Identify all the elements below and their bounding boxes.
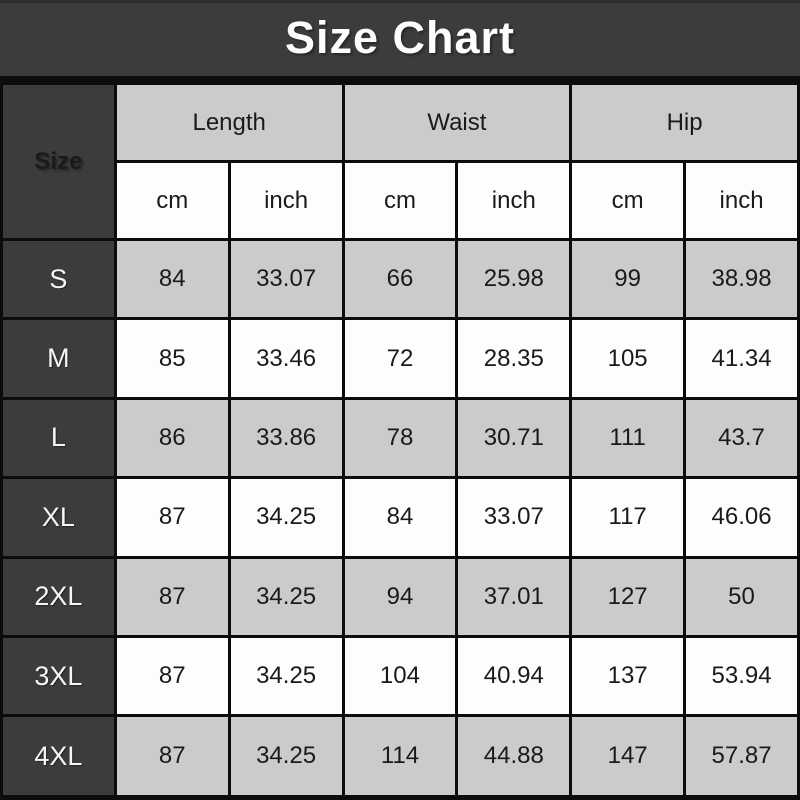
value-cell: 25.98 [455, 237, 573, 321]
unit-header-length-inch: inch [227, 160, 345, 241]
size-label: M [0, 317, 117, 400]
value-cell: 37.01 [455, 555, 573, 638]
value-cell: 46.06 [683, 476, 800, 559]
value-cell: 28.35 [455, 317, 573, 400]
size-table-body: S 84 33.07 66 25.98 99 38.98 M 85 33.46 72 28.35 105… [0, 237, 800, 799]
size-column-header: Size [0, 82, 117, 241]
value-cell: 34.25 [227, 476, 345, 559]
value-cell: 84 [113, 237, 231, 321]
unit-header-row: cm inch cm inch cm inch [2, 160, 800, 241]
value-cell: 147 [569, 714, 687, 799]
table-row: 2XL 87 34.25 94 37.01 127 50 [0, 555, 800, 638]
table-row: S 84 33.07 66 25.98 99 38.98 [0, 237, 800, 321]
value-cell: 30.71 [455, 396, 573, 480]
value-cell: 94 [341, 555, 459, 638]
table-row: 3XL 87 34.25 104 40.94 137 53.94 [0, 634, 800, 718]
column-group-waist: Waist [341, 82, 573, 163]
value-cell: 33.46 [227, 317, 345, 400]
value-cell: 34.25 [227, 714, 345, 799]
value-cell: 40.94 [455, 634, 573, 718]
size-label: 4XL [0, 714, 117, 799]
group-header-row: Size Length Waist Hip [0, 82, 800, 241]
unit-header-waist-inch: inch [455, 160, 573, 241]
value-cell: 50 [683, 555, 800, 638]
unit-header-waist-cm: cm [341, 160, 459, 241]
size-label: S [0, 237, 117, 321]
value-cell: 111 [569, 396, 687, 480]
value-cell: 41.34 [683, 317, 800, 400]
value-cell: 57.87 [683, 714, 800, 799]
size-chart-table: Size Length Waist Hip cm inch cm inch cm… [0, 82, 800, 800]
unit-header-hip-inch: inch [683, 160, 800, 241]
table-row: 4XL 87 34.25 114 44.88 147 57.87 [0, 714, 800, 799]
value-cell: 43.7 [683, 396, 800, 480]
value-cell: 114 [341, 714, 459, 799]
page-title: Size Chart [284, 12, 516, 63]
table-row: XL 87 34.25 84 33.07 117 46.06 [0, 476, 800, 559]
value-cell: 86 [113, 396, 231, 480]
value-cell: 87 [113, 476, 231, 559]
value-cell: 66 [341, 237, 459, 321]
column-group-hip: Hip [569, 82, 800, 163]
value-cell: 34.25 [227, 634, 345, 718]
size-label: 3XL [0, 634, 117, 718]
value-cell: 127 [569, 555, 687, 638]
title-band: Size Chart [0, 0, 800, 82]
value-cell: 104 [341, 634, 459, 718]
value-cell: 87 [113, 555, 231, 638]
value-cell: 105 [569, 317, 687, 400]
value-cell: 117 [569, 476, 687, 559]
table-row: M 85 33.46 72 28.35 105 41.34 [0, 317, 800, 400]
unit-header-hip-cm: cm [569, 160, 687, 241]
value-cell: 84 [341, 476, 459, 559]
table-header: Size Length Waist Hip cm inch cm inch cm… [0, 82, 800, 241]
value-cell: 78 [341, 396, 459, 480]
value-cell: 44.88 [455, 714, 573, 799]
value-cell: 137 [569, 634, 687, 718]
size-label: 2XL [0, 555, 117, 638]
size-label: XL [0, 476, 117, 559]
value-cell: 38.98 [683, 237, 800, 321]
value-cell: 72 [341, 317, 459, 400]
value-cell: 85 [113, 317, 231, 400]
value-cell: 87 [113, 714, 231, 799]
value-cell: 53.94 [683, 634, 800, 718]
table-row: L 86 33.86 78 30.71 111 43.7 [0, 396, 800, 480]
value-cell: 34.25 [227, 555, 345, 638]
value-cell: 99 [569, 237, 687, 321]
value-cell: 87 [113, 634, 231, 718]
column-group-length: Length [113, 82, 345, 163]
unit-header-length-cm: cm [113, 160, 231, 241]
value-cell: 33.86 [227, 396, 345, 480]
value-cell: 33.07 [227, 237, 345, 321]
size-label: L [0, 396, 117, 480]
value-cell: 33.07 [455, 476, 573, 559]
